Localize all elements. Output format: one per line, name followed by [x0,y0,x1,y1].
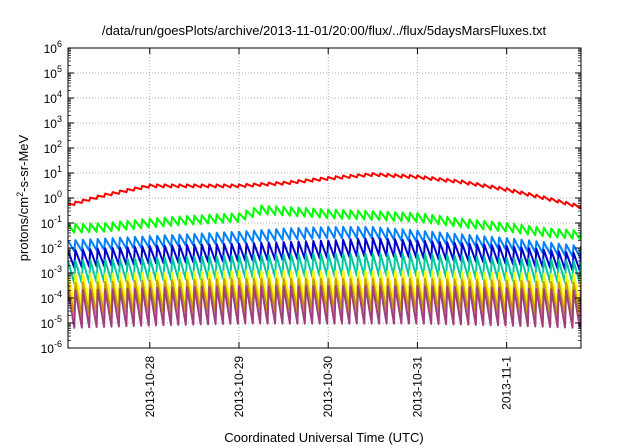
y-tick-label: 10-1 [41,214,62,231]
y-axis-label: protons/cm2-s-sr-MeV [15,134,31,261]
y-tick-label: 101 [44,164,62,181]
y-tick-label: 10-2 [41,239,62,256]
y-tick-base: 10 [41,267,55,281]
x-tick-label: 2013-10-28 [143,356,157,418]
y-tick-base: 10 [44,142,58,156]
y-tick-exponent: -4 [54,289,62,299]
y-tick-base: 10 [41,342,55,356]
y-tick-base: 10 [44,42,58,56]
y-tick-exponent: -3 [54,264,62,274]
y-tick-exponent: -5 [54,314,62,324]
y-tick-exponent: 2 [57,139,62,149]
y-tick-exponent: -6 [54,339,62,349]
y-tick-label: 100 [44,189,62,206]
y-tick-label: 10-5 [41,314,62,331]
y-tick-label: 102 [44,139,62,156]
y-tick-base: 10 [41,217,55,231]
y-tick-exponent: -1 [54,214,62,224]
y-tick-label: 10-3 [41,264,62,281]
y-tick-base: 10 [44,192,58,206]
y-tick-label: 10-6 [41,339,62,356]
x-tick-label: 2013-10-31 [410,356,424,418]
y-tick-labels: 10610510410310210110010-110-210-310-410-… [41,39,62,356]
y-tick-base: 10 [41,242,55,256]
y-tick-exponent: 4 [57,89,62,99]
y-tick-base: 10 [44,67,58,81]
x-tick-labels: 2013-10-28 2013-10-29 2013-10-30 2013-10-31… [143,356,514,418]
y-tick-base: 10 [44,167,58,181]
series-line [68,172,581,210]
y-tick-label: 104 [44,89,62,106]
chart-title: /data/run/goesPlots/archive/2013-11-01/2… [102,23,547,38]
y-tick-label: 103 [44,114,62,131]
series-lines [68,172,581,329]
y-tick-exponent: 0 [57,189,62,199]
y-tick-label: 106 [44,39,62,56]
x-axis-label: Coordinated Universal Time (UTC) [224,430,423,445]
y-tick-exponent: 3 [57,114,62,124]
x-tick-label: 2013-10-30 [321,356,335,418]
y-tick-base: 10 [41,292,55,306]
y-tick-base: 10 [44,117,58,131]
x-tick-label: 2013-11-1 [500,356,514,410]
y-tick-base: 10 [44,92,58,106]
y-axis-label-prefix: protons/cm [16,197,31,261]
series-line [68,285,581,329]
y-tick-label: 10-4 [41,289,62,306]
tick-marks [68,47,581,349]
x-tick-label: 2013-10-29 [232,356,246,418]
y-tick-label: 105 [44,64,62,81]
y-tick-exponent: 5 [57,64,62,74]
series-line [68,204,581,241]
y-tick-exponent: -2 [54,239,62,249]
y-axis-label-suffix: -s-sr-MeV [16,134,31,191]
y-tick-exponent: 6 [57,39,62,49]
y-tick-exponent: 1 [57,164,62,174]
y-axis-label-sup: 2 [15,192,25,197]
y-tick-base: 10 [41,317,55,331]
